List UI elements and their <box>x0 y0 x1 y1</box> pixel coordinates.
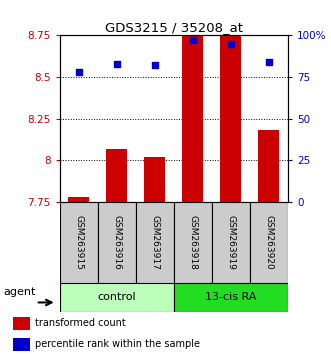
Bar <box>98 202 136 283</box>
Point <box>228 41 234 47</box>
Bar <box>68 197 89 202</box>
Text: GSM263917: GSM263917 <box>150 215 159 270</box>
Bar <box>60 202 98 283</box>
Text: GSM263919: GSM263919 <box>226 215 235 270</box>
Point <box>190 38 195 43</box>
Bar <box>174 202 212 283</box>
Text: agent: agent <box>3 287 35 297</box>
Point <box>266 59 271 65</box>
Bar <box>60 283 174 312</box>
Text: control: control <box>97 292 136 302</box>
Bar <box>13 338 30 351</box>
Bar <box>259 130 279 202</box>
Point <box>114 61 119 67</box>
Title: GDS3215 / 35208_at: GDS3215 / 35208_at <box>105 21 243 34</box>
Text: GSM263915: GSM263915 <box>74 215 83 270</box>
Text: percentile rank within the sample: percentile rank within the sample <box>35 339 200 349</box>
Bar <box>13 317 30 330</box>
Bar <box>174 283 288 312</box>
Bar <box>250 202 288 283</box>
Point <box>152 63 158 68</box>
Bar <box>212 202 250 283</box>
Text: GSM263920: GSM263920 <box>264 215 273 270</box>
Text: GSM263916: GSM263916 <box>112 215 121 270</box>
Bar <box>136 202 174 283</box>
Bar <box>106 149 127 202</box>
Text: 13-cis RA: 13-cis RA <box>205 292 257 302</box>
Bar <box>220 14 241 202</box>
Text: transformed count: transformed count <box>35 318 126 327</box>
Bar <box>144 157 165 202</box>
Text: GSM263918: GSM263918 <box>188 215 197 270</box>
Point <box>76 69 81 75</box>
Bar <box>182 9 203 202</box>
